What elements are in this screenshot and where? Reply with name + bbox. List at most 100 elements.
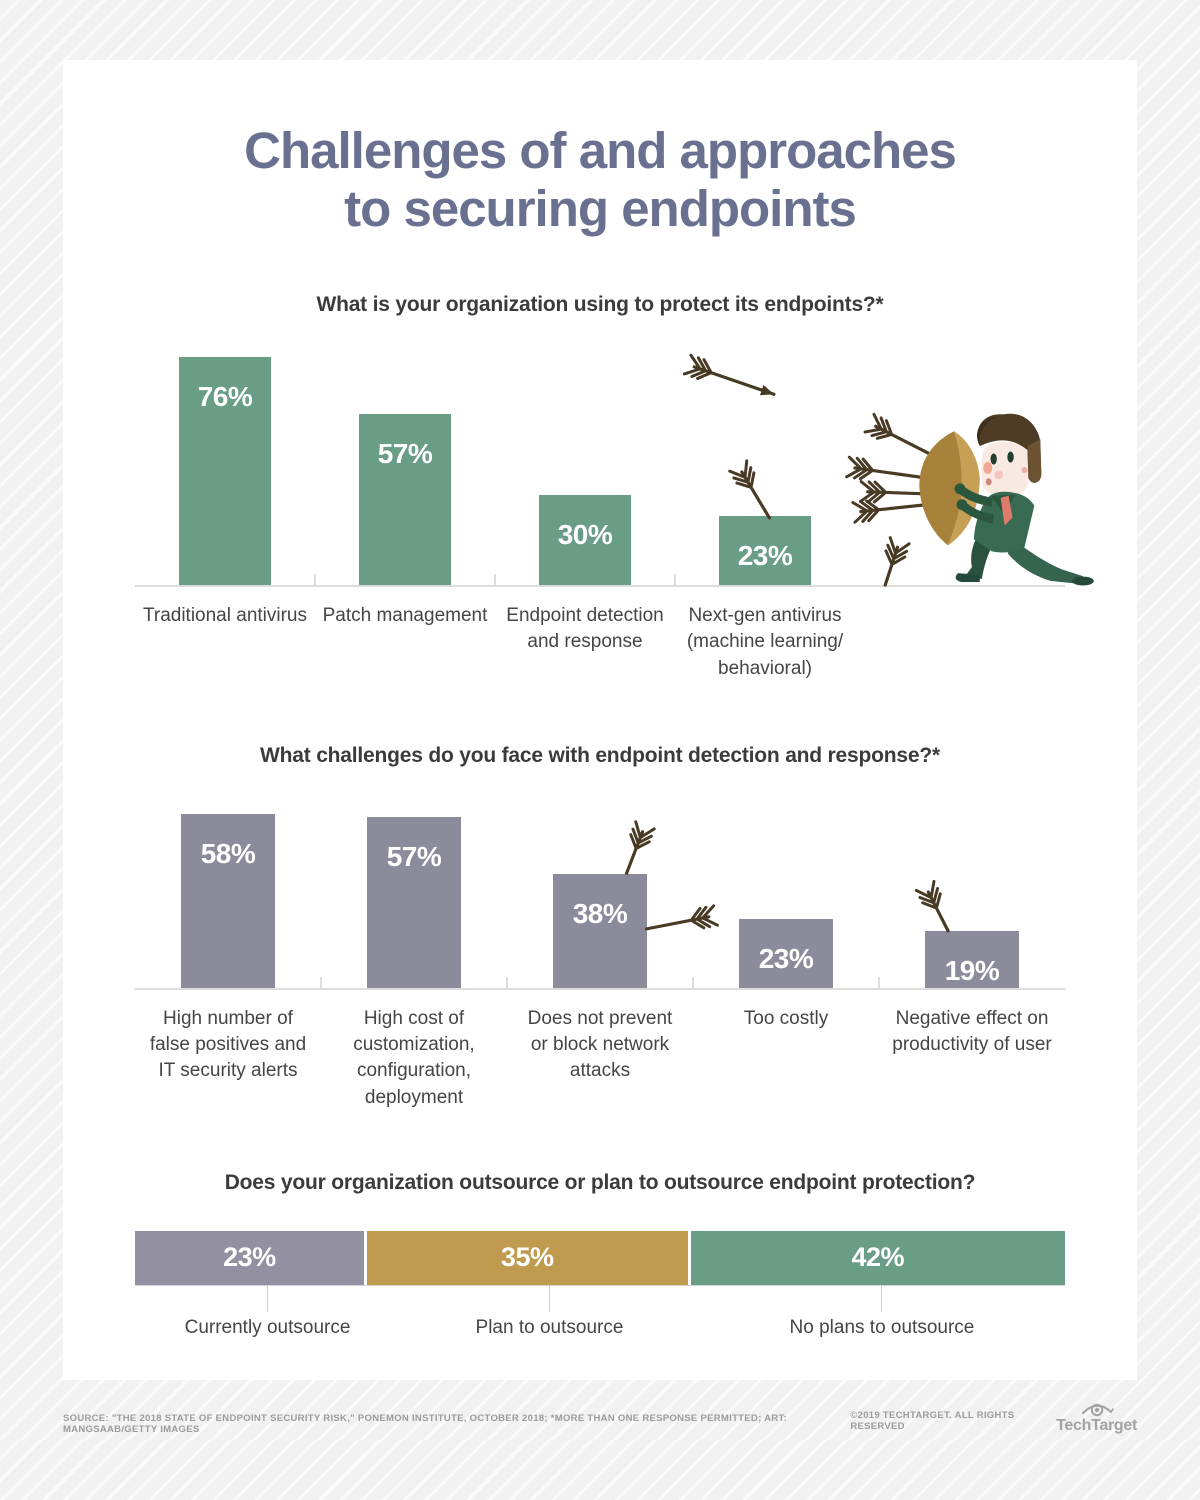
page-title-line1: Challenges of and approaches [244, 122, 957, 179]
arrow-icon [863, 413, 949, 465]
chart3-question-title: Does your organization outsource or plan… [224, 1170, 976, 1194]
bar-value-label: 19% [944, 954, 1000, 986]
bar-value-label: 76% [197, 381, 253, 413]
man-figure [955, 414, 1094, 586]
category-label-text: High number of false positives and IT se… [149, 1007, 307, 1082]
segment-label: Plan to outsource [475, 1316, 624, 1338]
chart1-category-labels: Traditional antivirus Patch management E… [135, 587, 1065, 682]
axis-tick [548, 1285, 550, 1312]
arrow-icon [845, 455, 967, 486]
bar-nextgen-antivirus: 23% [719, 516, 811, 586]
segment-label-item: Currently outsource [135, 1285, 400, 1339]
arrow-icon [728, 459, 771, 520]
chart-outsourcing: 23% 35% 42% Currently outsource Plan to … [135, 1230, 1065, 1339]
bar-value-label: 23% [737, 540, 793, 572]
bar-col-productivity: 19% [879, 930, 1065, 988]
bar-patch-management: 57% [359, 414, 451, 586]
bar-value-label: 57% [386, 840, 442, 872]
footer-right: ©2019 TECHTARGET. ALL RIGHTS RESERVED Te… [850, 1400, 1137, 1435]
man-tie [1000, 496, 1013, 526]
techtarget-wordmark: TechTarget [1056, 1417, 1137, 1434]
shield-icon [919, 431, 980, 546]
man-suit [973, 492, 1035, 553]
techtarget-eye-icon [1081, 1403, 1114, 1417]
axis-tick [314, 574, 316, 586]
arrow-icon [881, 536, 911, 587]
bar-col-high-cost: 57% [321, 816, 507, 988]
bar-high-cost: 57% [367, 816, 461, 988]
bar-value-label: 57% [377, 438, 433, 470]
category-label: Traditional antivirus [135, 587, 315, 682]
segment-value-label: 35% [500, 1242, 554, 1273]
arrow-icon [624, 820, 656, 875]
techtarget-logo: TechTarget [1056, 1400, 1137, 1435]
category-label: Too costly [693, 990, 879, 1111]
chart2-question-title: What challenges do you face with endpoin… [260, 743, 940, 767]
category-label-text: Traditional antivirus [142, 605, 308, 627]
page-title-line2: to securing endpoints [344, 179, 857, 237]
axis-tick [320, 976, 322, 988]
category-label: Does not prevent or block network attack… [507, 990, 693, 1111]
category-label-text: Does not prevent or block network attack… [527, 1007, 673, 1082]
bar-col-patch-management: 57% [315, 414, 495, 586]
category-label: Negative effect on productivity of user [879, 990, 1065, 1111]
copyright-text: ©2019 TECHTARGET. ALL RIGHTS RESERVED [850, 1410, 1015, 1432]
bar-too-costly: 23% [739, 918, 833, 988]
stacked-bar: 23% 35% 42% [135, 1230, 1065, 1286]
stacked-bar-labels: Currently outsource Plan to outsource No… [135, 1285, 1065, 1339]
axis-tick [494, 574, 496, 586]
chart1-question-title: What is your organization using to prote… [316, 293, 884, 317]
bar-productivity: 19% [925, 930, 1019, 988]
axis-tick [506, 976, 508, 988]
source-credit: SOURCE: "THE 2018 STATE OF ENDPOINT SECU… [63, 1413, 787, 1435]
category-label: High number of false positives and IT se… [135, 990, 321, 1111]
bar-false-positives: 58% [181, 813, 275, 988]
category-label-text: Endpoint detection and response [506, 605, 664, 653]
man-face [981, 442, 1029, 496]
segment-label: No plans to outsource [789, 1316, 975, 1338]
bar-col-traditional-antivirus: 76% [135, 357, 315, 586]
bar-col-too-costly: 23% [693, 918, 879, 988]
infographic-card: Challenges of and approaches to securing… [63, 60, 1137, 1380]
chart2-category-labels: High number of false positives and IT se… [135, 990, 1065, 1111]
axis-tick [692, 976, 694, 988]
man-hair [977, 414, 1042, 484]
segment-currently-outsource: 23% [135, 1230, 364, 1285]
arrow-icon [858, 480, 952, 505]
segment-value-label: 42% [851, 1242, 905, 1273]
axis-tick [878, 976, 880, 988]
category-label: Endpoint detection and response [495, 587, 675, 682]
bar-col-no-network-prevention: 38% [507, 873, 693, 988]
bar-value-label: 23% [758, 942, 814, 974]
footer: SOURCE: "THE 2018 STATE OF ENDPOINT SECU… [63, 1380, 1137, 1435]
segment-value-label: 23% [223, 1242, 276, 1273]
category-label-text: Patch management [322, 605, 488, 627]
segment-label-item: Plan to outsource [400, 1285, 699, 1339]
chart2-plot-area: 58% 57% 38% 23% 19% [135, 810, 1065, 990]
bar-endpoint-detection: 30% [539, 495, 631, 586]
axis-tick [674, 574, 676, 586]
arrow-icon [682, 353, 776, 397]
axis-tick [267, 1285, 269, 1312]
chart-edr-challenges: 58% 57% 38% 23% 19% [135, 810, 1065, 1111]
category-label-text: Next-gen antivirus (machine learning/ be… [686, 605, 844, 679]
man-arms [954, 483, 994, 524]
bar-col-endpoint-detection: 30% [495, 495, 675, 586]
arrow-icon [914, 879, 950, 933]
category-label: Patch management [315, 587, 495, 682]
bar-traditional-antivirus: 76% [179, 357, 271, 586]
segment-plan-to-outsource: 35% [363, 1230, 688, 1285]
arrow-icon [851, 498, 942, 525]
bar-col-nextgen-antivirus: 23% [675, 516, 855, 586]
bar-value-label: 58% [200, 837, 256, 869]
bar-value-label: 38% [572, 897, 628, 929]
category-label-text: Negative effect on productivity of user [892, 1007, 1052, 1056]
chart1-plot-area: 76% 57% 30% 23% [135, 347, 1094, 588]
chart-protection-methods: 76% 57% 30% 23% [135, 347, 1094, 682]
category-label-text: Too costly [743, 1007, 829, 1029]
category-label: Next-gen antivirus (machine learning/ be… [675, 587, 855, 682]
bar-no-network-prevention: 38% [553, 873, 647, 988]
axis-tick [881, 1285, 883, 1312]
segment-label-item: No plans to outsource [699, 1285, 1065, 1339]
category-label-text: High cost of customization, configuratio… [353, 1007, 475, 1108]
